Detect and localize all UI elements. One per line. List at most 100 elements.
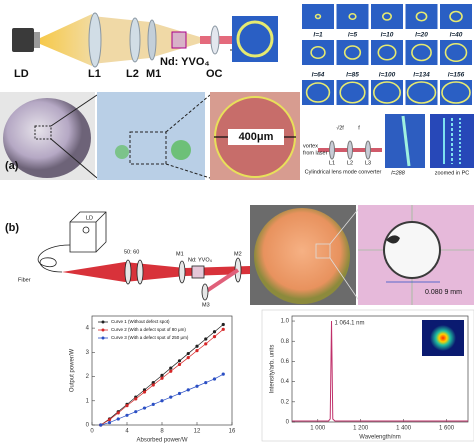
zoom-label: zoomed in PC [435,170,470,176]
mode-ring [339,81,366,104]
x-tick-label: 1 200 [353,426,369,432]
mode-label: l=40 [450,32,463,39]
x-axis-title: Absorbed power/W [136,438,187,443]
y-tick-label: 1.0 [281,319,290,325]
mode-tile [440,80,472,105]
data-point [160,373,164,377]
mode-label: l=5 [348,32,358,39]
data-point [212,330,217,334]
data-point [204,342,208,346]
schematic-label: 50: 60 [124,249,139,255]
distance-label: f [358,125,360,131]
plot-area [91,315,233,426]
data-point [134,397,138,401]
schematic-label: M3 [202,302,210,308]
data-point [160,376,164,380]
mode-converter: vortex from laser √2f f L1 L2 L3 Cylindr… [303,114,474,176]
x-tick-label: 1 000 [310,426,326,432]
converter-title: Cylindrical lens mode converter [305,169,382,175]
y-tick-label: 0.4 [281,379,290,385]
schematic-label: LD [86,215,93,221]
mode-label: l=10 [381,32,394,39]
converter-input: vortex [303,143,318,149]
data-point [195,344,199,348]
converter-input: from laser [303,150,328,156]
legend-label: Curve 3 (With a defect spot of 250 μm) [111,335,189,340]
mode-tile [371,40,403,65]
series-line [292,321,468,422]
mode-tile [336,40,369,65]
panel-a-photos: 400μm (a) [0,92,300,180]
mode-ring [411,43,432,62]
mode-ring [449,10,463,23]
data-point [125,404,129,408]
data-point [195,349,199,353]
data-point [195,384,199,388]
schematic-label: L1 [88,68,101,80]
mode-label: l=288 [391,170,406,176]
data-point [107,420,112,425]
scale-label: 0.080 9 mm [425,289,462,296]
mode-ring [372,81,401,104]
schematic-label: OC [206,68,223,80]
data-point [186,356,190,360]
y-tick-label: 0.2 [281,399,290,405]
mode-label: l=134 [413,72,430,79]
legend-marker [101,328,105,332]
x-tick-label: 8 [160,429,164,435]
data-point [125,413,129,417]
scale-label: 400μm [239,131,274,143]
y-axis-title: Output power/W [70,348,76,392]
y-tick-label: 1 [86,398,90,404]
plot-frame [261,309,474,442]
x-tick-label: 0 [90,429,94,435]
data-point [151,402,155,407]
mode-tile [371,80,403,105]
schematic-label: L2 [126,68,139,80]
y-tick-label: 4 [86,326,90,332]
mode-tile [302,4,334,29]
y-tick-label: 0 [286,420,290,426]
panel-label: (b) [5,222,19,234]
panel-b-labels: LD 50: 60 M1 Nd: YVO₄ M2 M3 Fiber (b) [5,215,242,308]
beam-inset [422,320,464,356]
mode-ring [310,45,326,60]
mode-tile [336,80,369,105]
legend-label: Curve 2 (With a defect spot of 80 μm) [111,327,186,332]
data-point [107,418,112,422]
x-tick-label: 12 [194,429,201,435]
x-axis-title: Wavelength/nm [359,435,400,441]
panel-b-schematic [37,211,250,301]
mode-tile [440,4,472,29]
panel-a-schematic: LD L1 L2 M1 Nd: YVO₄ OC [12,12,278,80]
data-point [177,359,182,363]
data-point [221,327,225,331]
mode-label: l=100 [379,72,396,79]
data-point [151,381,155,385]
mode-ring [441,81,471,104]
data-point [204,381,208,385]
x-tick-label: 1 400 [396,426,412,432]
mode-label: l=156 [448,72,465,79]
mode-ring [406,81,437,104]
data-point [186,388,190,392]
mode-tile [336,4,369,29]
y-tick-label: 3 [86,350,90,356]
mode-ring [305,82,331,103]
schematic-label: Nd: YVO₄ [188,257,213,263]
mode-tile [405,80,438,105]
mode-ring [381,12,392,21]
data-point [151,383,155,387]
mode-ring [343,45,362,60]
data-point [116,411,120,415]
lens-label: L2 [347,160,353,166]
y-tick-label: 0.8 [281,339,290,345]
mode-ring [314,13,322,20]
panel-b-photos: 0.080 9 mm [250,205,474,305]
mode-ring [377,44,397,61]
data-point [212,377,217,381]
data-point [186,351,190,356]
data-point [99,423,103,427]
data-point [169,395,173,399]
